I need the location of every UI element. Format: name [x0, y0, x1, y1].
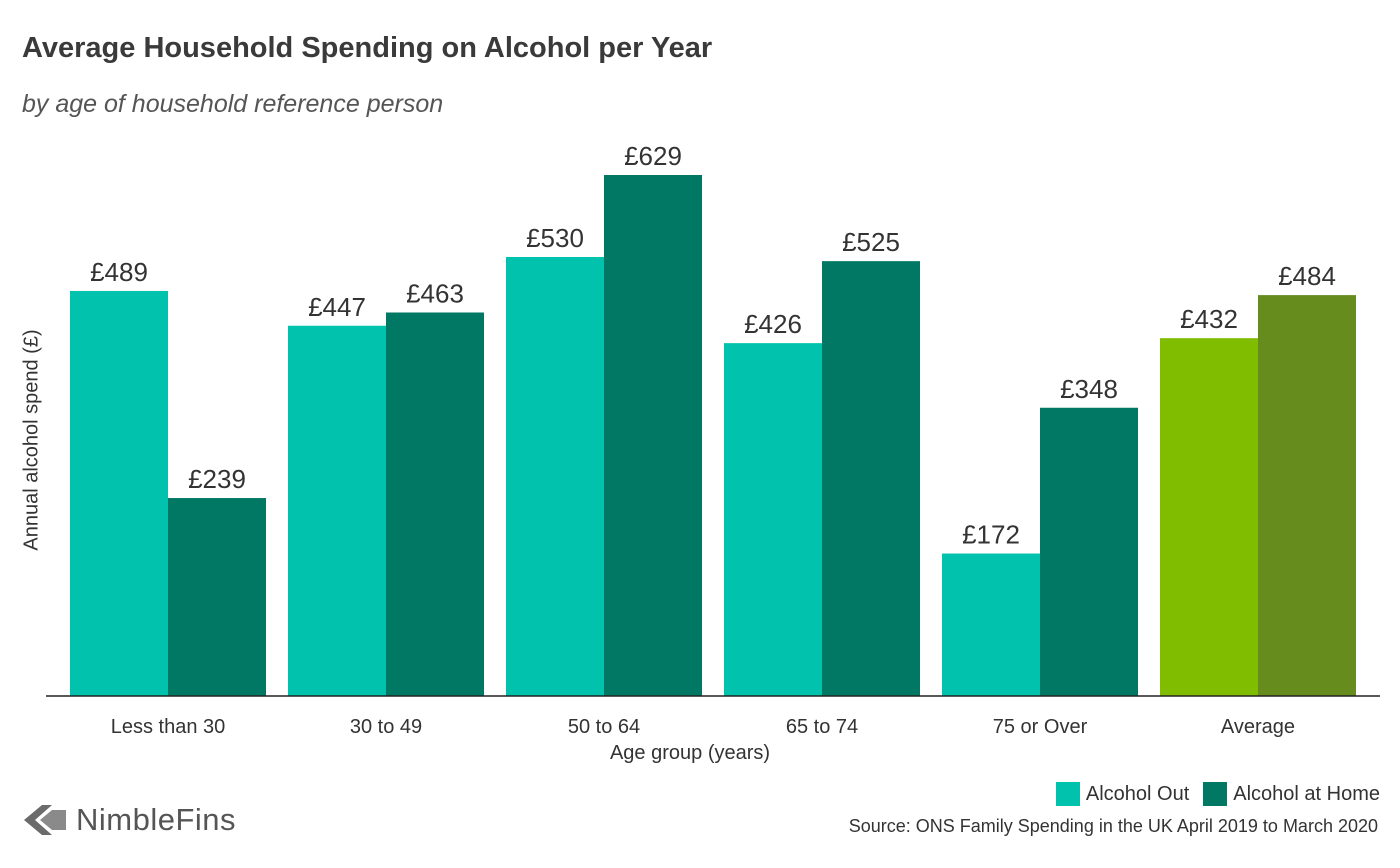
- data-label-less-than-30-alcohol-out: £489: [90, 257, 148, 287]
- chart-subtitle: by age of household reference person: [22, 90, 444, 118]
- bar-50-to-64-alcohol-out: [506, 257, 604, 696]
- data-label-30-to-49-alcohol-out: £447: [308, 292, 366, 322]
- bar-65-to-74-alcohol-at-home: [822, 261, 920, 696]
- data-label-less-than-30-alcohol-at-home: £239: [188, 464, 246, 494]
- bar-75-or-over-alcohol-at-home: [1040, 407, 1138, 696]
- x-axis-label: Age group (years): [609, 742, 771, 764]
- legend-label-alcohol-out: Alcohol Out: [1085, 782, 1190, 805]
- brand-logo: NimbleFins: [22, 802, 236, 838]
- bar-less-than-30-alcohol-at-home: [168, 498, 266, 696]
- bar-average-alcohol-at-home: [1258, 295, 1356, 696]
- bar-30-to-49-alcohol-at-home: [386, 312, 484, 696]
- x-tick-label-30-to-49: 30 to 49: [350, 716, 422, 738]
- x-tick-label-65-to-74: 65 to 74: [786, 716, 858, 738]
- bar-75-or-over-alcohol-out: [942, 553, 1040, 696]
- source-note: Source: ONS Family Spending in the UK Ap…: [848, 816, 1378, 836]
- bar-average-alcohol-out: [1160, 338, 1258, 696]
- data-label-average-alcohol-at-home: £484: [1278, 261, 1336, 291]
- data-label-50-to-64-alcohol-at-home: £629: [624, 141, 682, 171]
- legend-swatch-alcohol-out: [1055, 782, 1080, 806]
- x-tick-label-average: Average: [1221, 716, 1295, 738]
- data-label-65-to-74-alcohol-out: £426: [744, 309, 802, 339]
- data-label-65-to-74-alcohol-at-home: £525: [842, 227, 900, 257]
- legend-swatch-alcohol-at-home: [1203, 782, 1228, 806]
- y-axis-label: Annual alcohol spend (£): [20, 329, 43, 551]
- data-label-75-or-over-alcohol-at-home: £348: [1060, 374, 1118, 404]
- bar-30-to-49-alcohol-out: [288, 325, 386, 696]
- data-label-30-to-49-alcohol-at-home: £463: [406, 278, 464, 308]
- chart-title: Average Household Spending on Alcohol pe…: [22, 32, 713, 64]
- data-label-75-or-over-alcohol-out: £172: [962, 520, 1020, 550]
- x-tick-label-less-than-30: Less than 30: [111, 716, 226, 738]
- legend-item-alcohol-at-home: Alcohol at Home: [1203, 782, 1380, 806]
- data-label-50-to-64-alcohol-out: £530: [526, 223, 584, 253]
- bar-65-to-74-alcohol-out: [724, 343, 822, 696]
- data-label-average-alcohol-out: £432: [1180, 304, 1238, 334]
- bar-less-than-30-alcohol-out: [70, 290, 168, 696]
- legend-item-alcohol-out: Alcohol Out: [1055, 782, 1190, 806]
- x-tick-label-75-or-over: 75 or Over: [993, 716, 1088, 738]
- x-tick-label-50-to-64: 50 to 64: [568, 716, 640, 738]
- arrow-logo-icon: [24, 805, 66, 835]
- legend-label-alcohol-at-home: Alcohol at Home: [1233, 782, 1380, 805]
- chart-legend: Alcohol Out Alcohol at Home: [1042, 782, 1380, 806]
- bar-50-to-64-alcohol-at-home: [604, 175, 702, 696]
- brand-name: NimbleFins: [76, 802, 237, 837]
